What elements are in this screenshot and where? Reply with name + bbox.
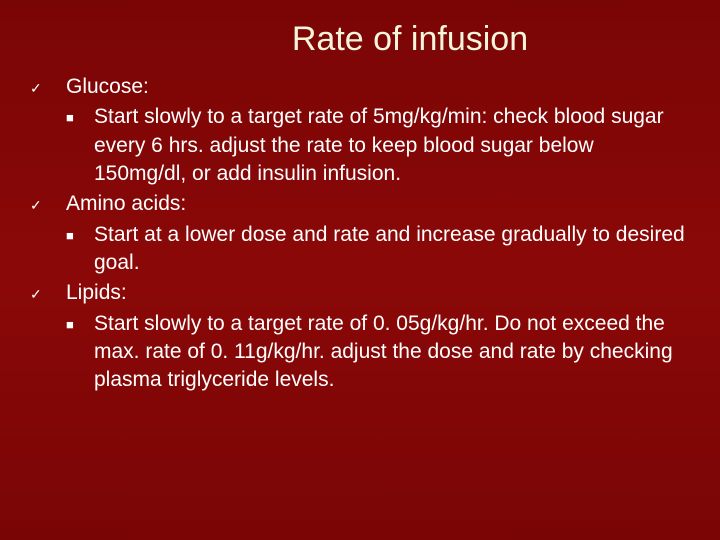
check-icon: ✓ bbox=[30, 279, 66, 307]
bullet-label: Glucose: bbox=[66, 73, 690, 101]
square-icon: ■ bbox=[66, 103, 94, 188]
sub-bullet-text: Start slowly to a target rate of 5mg/kg/… bbox=[94, 103, 690, 188]
slide-content: ✓ Glucose: ■ Start slowly to a target ra… bbox=[30, 73, 690, 395]
list-item: ✓ Glucose: bbox=[30, 73, 690, 101]
sub-bullet-text: Start slowly to a target rate of 0. 05g/… bbox=[94, 310, 690, 395]
slide-container: Rate of infusion ✓ Glucose: ■ Start slow… bbox=[0, 0, 720, 540]
check-icon: ✓ bbox=[30, 73, 66, 101]
sub-bullet-text: Start at a lower dose and rate and incre… bbox=[94, 221, 690, 278]
bullet-label: Amino acids: bbox=[66, 190, 690, 218]
list-sub-item: ■ Start at a lower dose and rate and inc… bbox=[66, 221, 690, 278]
square-icon: ■ bbox=[66, 221, 94, 278]
check-icon: ✓ bbox=[30, 190, 66, 218]
slide-title: Rate of infusion bbox=[30, 20, 690, 59]
list-item: ✓ Amino acids: bbox=[30, 190, 690, 218]
list-sub-item: ■ Start slowly to a target rate of 5mg/k… bbox=[66, 103, 690, 188]
list-sub-item: ■ Start slowly to a target rate of 0. 05… bbox=[66, 310, 690, 395]
list-item: ✓ Lipids: bbox=[30, 279, 690, 307]
bullet-label: Lipids: bbox=[66, 279, 690, 307]
square-icon: ■ bbox=[66, 310, 94, 395]
